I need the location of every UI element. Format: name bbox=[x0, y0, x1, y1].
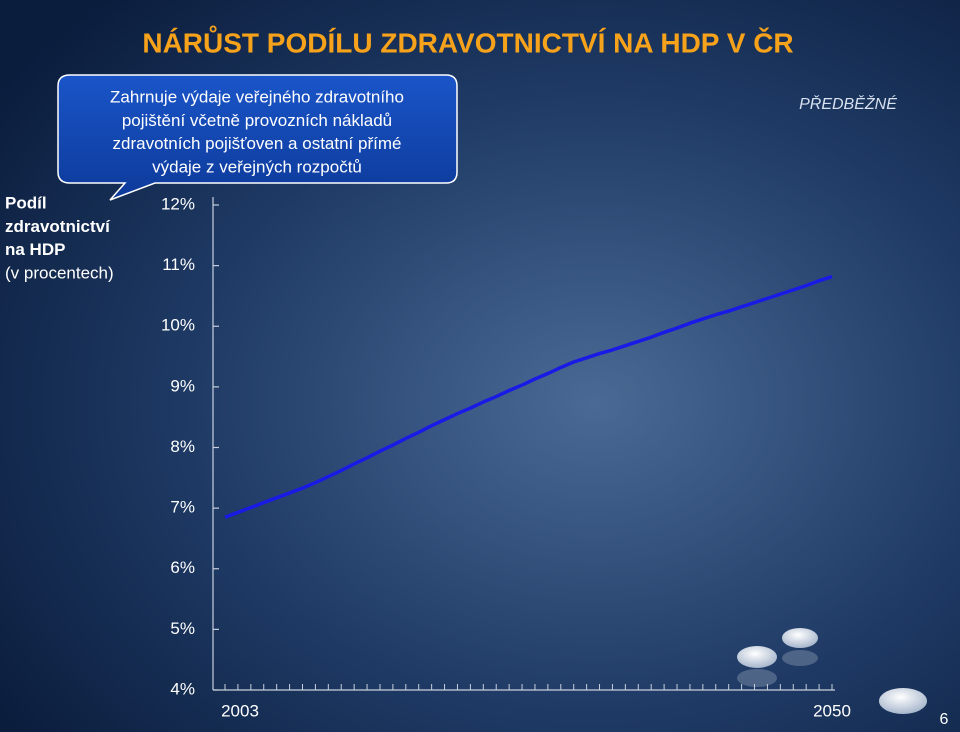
y-tick-label: 11% bbox=[162, 255, 195, 274]
y-tick-label: 10% bbox=[161, 316, 195, 335]
y-tick-label: 8% bbox=[170, 437, 195, 456]
y-tick-label: 5% bbox=[170, 619, 195, 638]
y-axis-unit: (v procentech) bbox=[5, 263, 114, 282]
y-axis-label: zdravotnictví bbox=[5, 217, 111, 236]
chart-title: NÁRŮST PODÍLU ZDRAVOTNICTVÍ NA HDP V ČR bbox=[142, 25, 793, 58]
callout bbox=[57, 74, 458, 201]
stamp: PŘEDBĚŽNÉ bbox=[799, 94, 897, 113]
y-tick-label: 6% bbox=[170, 558, 195, 577]
page-number: 6 bbox=[940, 711, 949, 728]
annotation-line: pojištění včetně provozních nákladů bbox=[122, 111, 392, 130]
line bbox=[224, 274, 833, 519]
annotation-line: zdravotních pojišťoven a ostatní přímé bbox=[113, 134, 402, 153]
x-tick-label: 2050 bbox=[813, 701, 851, 720]
pills bbox=[737, 628, 927, 714]
annotation-line: výdaje z veřejných rozpočtů bbox=[152, 157, 362, 176]
x-tick-label: 2003 bbox=[221, 701, 259, 720]
y-tick-label: 7% bbox=[170, 498, 195, 517]
y-tick-label: 9% bbox=[170, 376, 195, 395]
y-axis-label: Podíl bbox=[5, 193, 47, 212]
y-axis-label: na HDP bbox=[5, 240, 65, 259]
annotation-line: Zahrnuje výdaje veřejného zdravotního bbox=[110, 87, 404, 106]
y-tick-label: 4% bbox=[170, 679, 195, 698]
y-tick-label: 12% bbox=[161, 194, 195, 213]
